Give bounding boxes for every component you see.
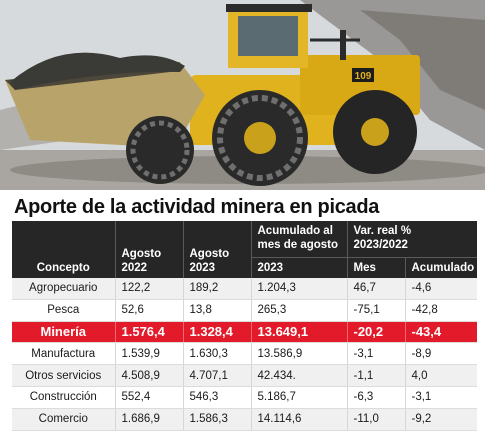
cell-var-acumulado: -8,9 (405, 342, 478, 366)
table-row: Manufactura 1.539,9 1.630,3 13.586,9 -3,1 -8,… (12, 342, 478, 366)
mining-loader-photo: 109 (0, 0, 485, 190)
table-row: Otros servicios 4.508,9 4.707,1 42.434. -1,1… (12, 364, 478, 387)
cell-agosto-2022: 1.539,9 (115, 342, 184, 366)
cell-agosto-2022: 122,2 (115, 277, 184, 300)
cell-acumulado-2023: 14.114,6 (251, 408, 348, 431)
cell-acumulado-2023: 1.204,3 (251, 277, 348, 300)
cell-var-acumulado: -42,8 (405, 299, 478, 322)
cell-agosto-2022: 52,6 (115, 299, 184, 322)
header-acumulado-agosto: Acumulado al mes de agosto (251, 221, 348, 257)
cell-var-acumulado: -4,6 (405, 277, 478, 300)
header-agosto-2022-line1: Agosto (121, 247, 162, 260)
chart-title: Aporte de la actividad minera en picada (14, 196, 380, 218)
cell-acumulado-2023: 13.586,9 (251, 342, 348, 366)
cell-agosto-2022: 1.686,9 (115, 408, 184, 431)
table-row: Minería 1.576,4 1.328,4 13.649,1 -20,2 -43,4 (12, 321, 478, 344)
table-row: Agropecuario 122,2 189,2 1.204,3 46,7 -4,6 (12, 277, 478, 300)
cell-concepto: Pesca (12, 299, 116, 322)
header-acum-line2: mes de agosto (257, 239, 339, 251)
cell-var-mes: -75,1 (347, 299, 406, 322)
cell-concepto: Manufactura (12, 342, 116, 366)
cell-concepto: Comercio (12, 408, 116, 431)
cell-agosto-2023: 13,8 (183, 299, 252, 322)
cell-var-mes: -6,3 (347, 386, 406, 409)
cell-acumulado-2023: 265,3 (251, 299, 348, 322)
cell-acumulado-2023: 42.434. (251, 364, 348, 387)
cell-agosto-2023: 1.586,3 (183, 408, 252, 431)
cell-var-mes: -3,1 (347, 342, 406, 366)
cell-agosto-2023: 1.328,4 (183, 321, 252, 344)
cell-agosto-2022: 552,4 (115, 386, 184, 409)
header-acumulado: Acumulado (405, 256, 478, 278)
table-header-row-2: 2023 Mes Acumulado (12, 256, 478, 278)
cell-var-mes: 46,7 (347, 277, 406, 300)
table-header-row-1: Concepto Agosto 2022 Agosto 2023 Acumula… (12, 221, 478, 278)
header-agosto-2022: Agosto 2022 (115, 221, 184, 278)
header-agosto-2023: Agosto 2023 (183, 221, 252, 278)
header-acum-line1: Acumulado al (257, 225, 333, 237)
wheel-loader-illustration: 109 (0, 0, 485, 190)
cell-concepto: Minería (12, 321, 116, 344)
cell-agosto-2023: 546,3 (183, 386, 252, 409)
cell-concepto: Otros servicios (12, 364, 116, 387)
cell-var-mes: -1,1 (347, 364, 406, 387)
table-row: Construcción 552,4 546,3 5.186,7 -6,3 -3,1 (12, 386, 478, 409)
cell-agosto-2023: 4.707,1 (183, 364, 252, 387)
cell-var-acumulado: 4,0 (405, 364, 478, 387)
header-acum-year: 2023 (251, 256, 348, 278)
cell-agosto-2023: 189,2 (183, 277, 252, 300)
header-agosto-2023-line2: 2023 (189, 261, 216, 274)
cell-agosto-2022: 4.508,9 (115, 364, 184, 387)
header-var-line2: 2023/2022 (353, 239, 408, 251)
cell-agosto-2022: 1.576,4 (115, 321, 184, 344)
header-concepto: Concepto (12, 221, 116, 278)
header-mes: Mes (347, 256, 406, 278)
cell-acumulado-2023: 13.649,1 (251, 321, 348, 344)
cell-var-mes: -11,0 (347, 408, 406, 431)
cell-var-mes: -20,2 (347, 321, 406, 344)
table-body: Agropecuario 122,2 189,2 1.204,3 46,7 -4,6 Pes… (12, 277, 478, 431)
header-agosto-2023-line1: Agosto (189, 247, 230, 260)
cell-concepto: Construcción (12, 386, 116, 409)
mining-contribution-table: Concepto Agosto 2022 Agosto 2023 Acumula… (12, 221, 478, 431)
header-agosto-2022-line2: 2022 (121, 261, 148, 274)
header-var-real: Var. real % 2023/2022 (347, 221, 478, 257)
table-row: Pesca 52,6 13,8 265,3 -75,1 -42,8 (12, 299, 478, 322)
machine-badge: 109 (355, 71, 372, 82)
table-row: Comercio 1.686,9 1.586,3 14.114,6 -11,0 -9,2 (12, 408, 478, 431)
cell-agosto-2023: 1.630,3 (183, 342, 252, 366)
cell-var-acumulado: -9,2 (405, 408, 478, 431)
header-var-line1: Var. real % (353, 225, 412, 237)
cell-var-acumulado: -43,4 (405, 321, 478, 344)
cell-acumulado-2023: 5.186,7 (251, 386, 348, 409)
cell-concepto: Agropecuario (12, 277, 116, 300)
cell-var-acumulado: -3,1 (405, 386, 478, 409)
